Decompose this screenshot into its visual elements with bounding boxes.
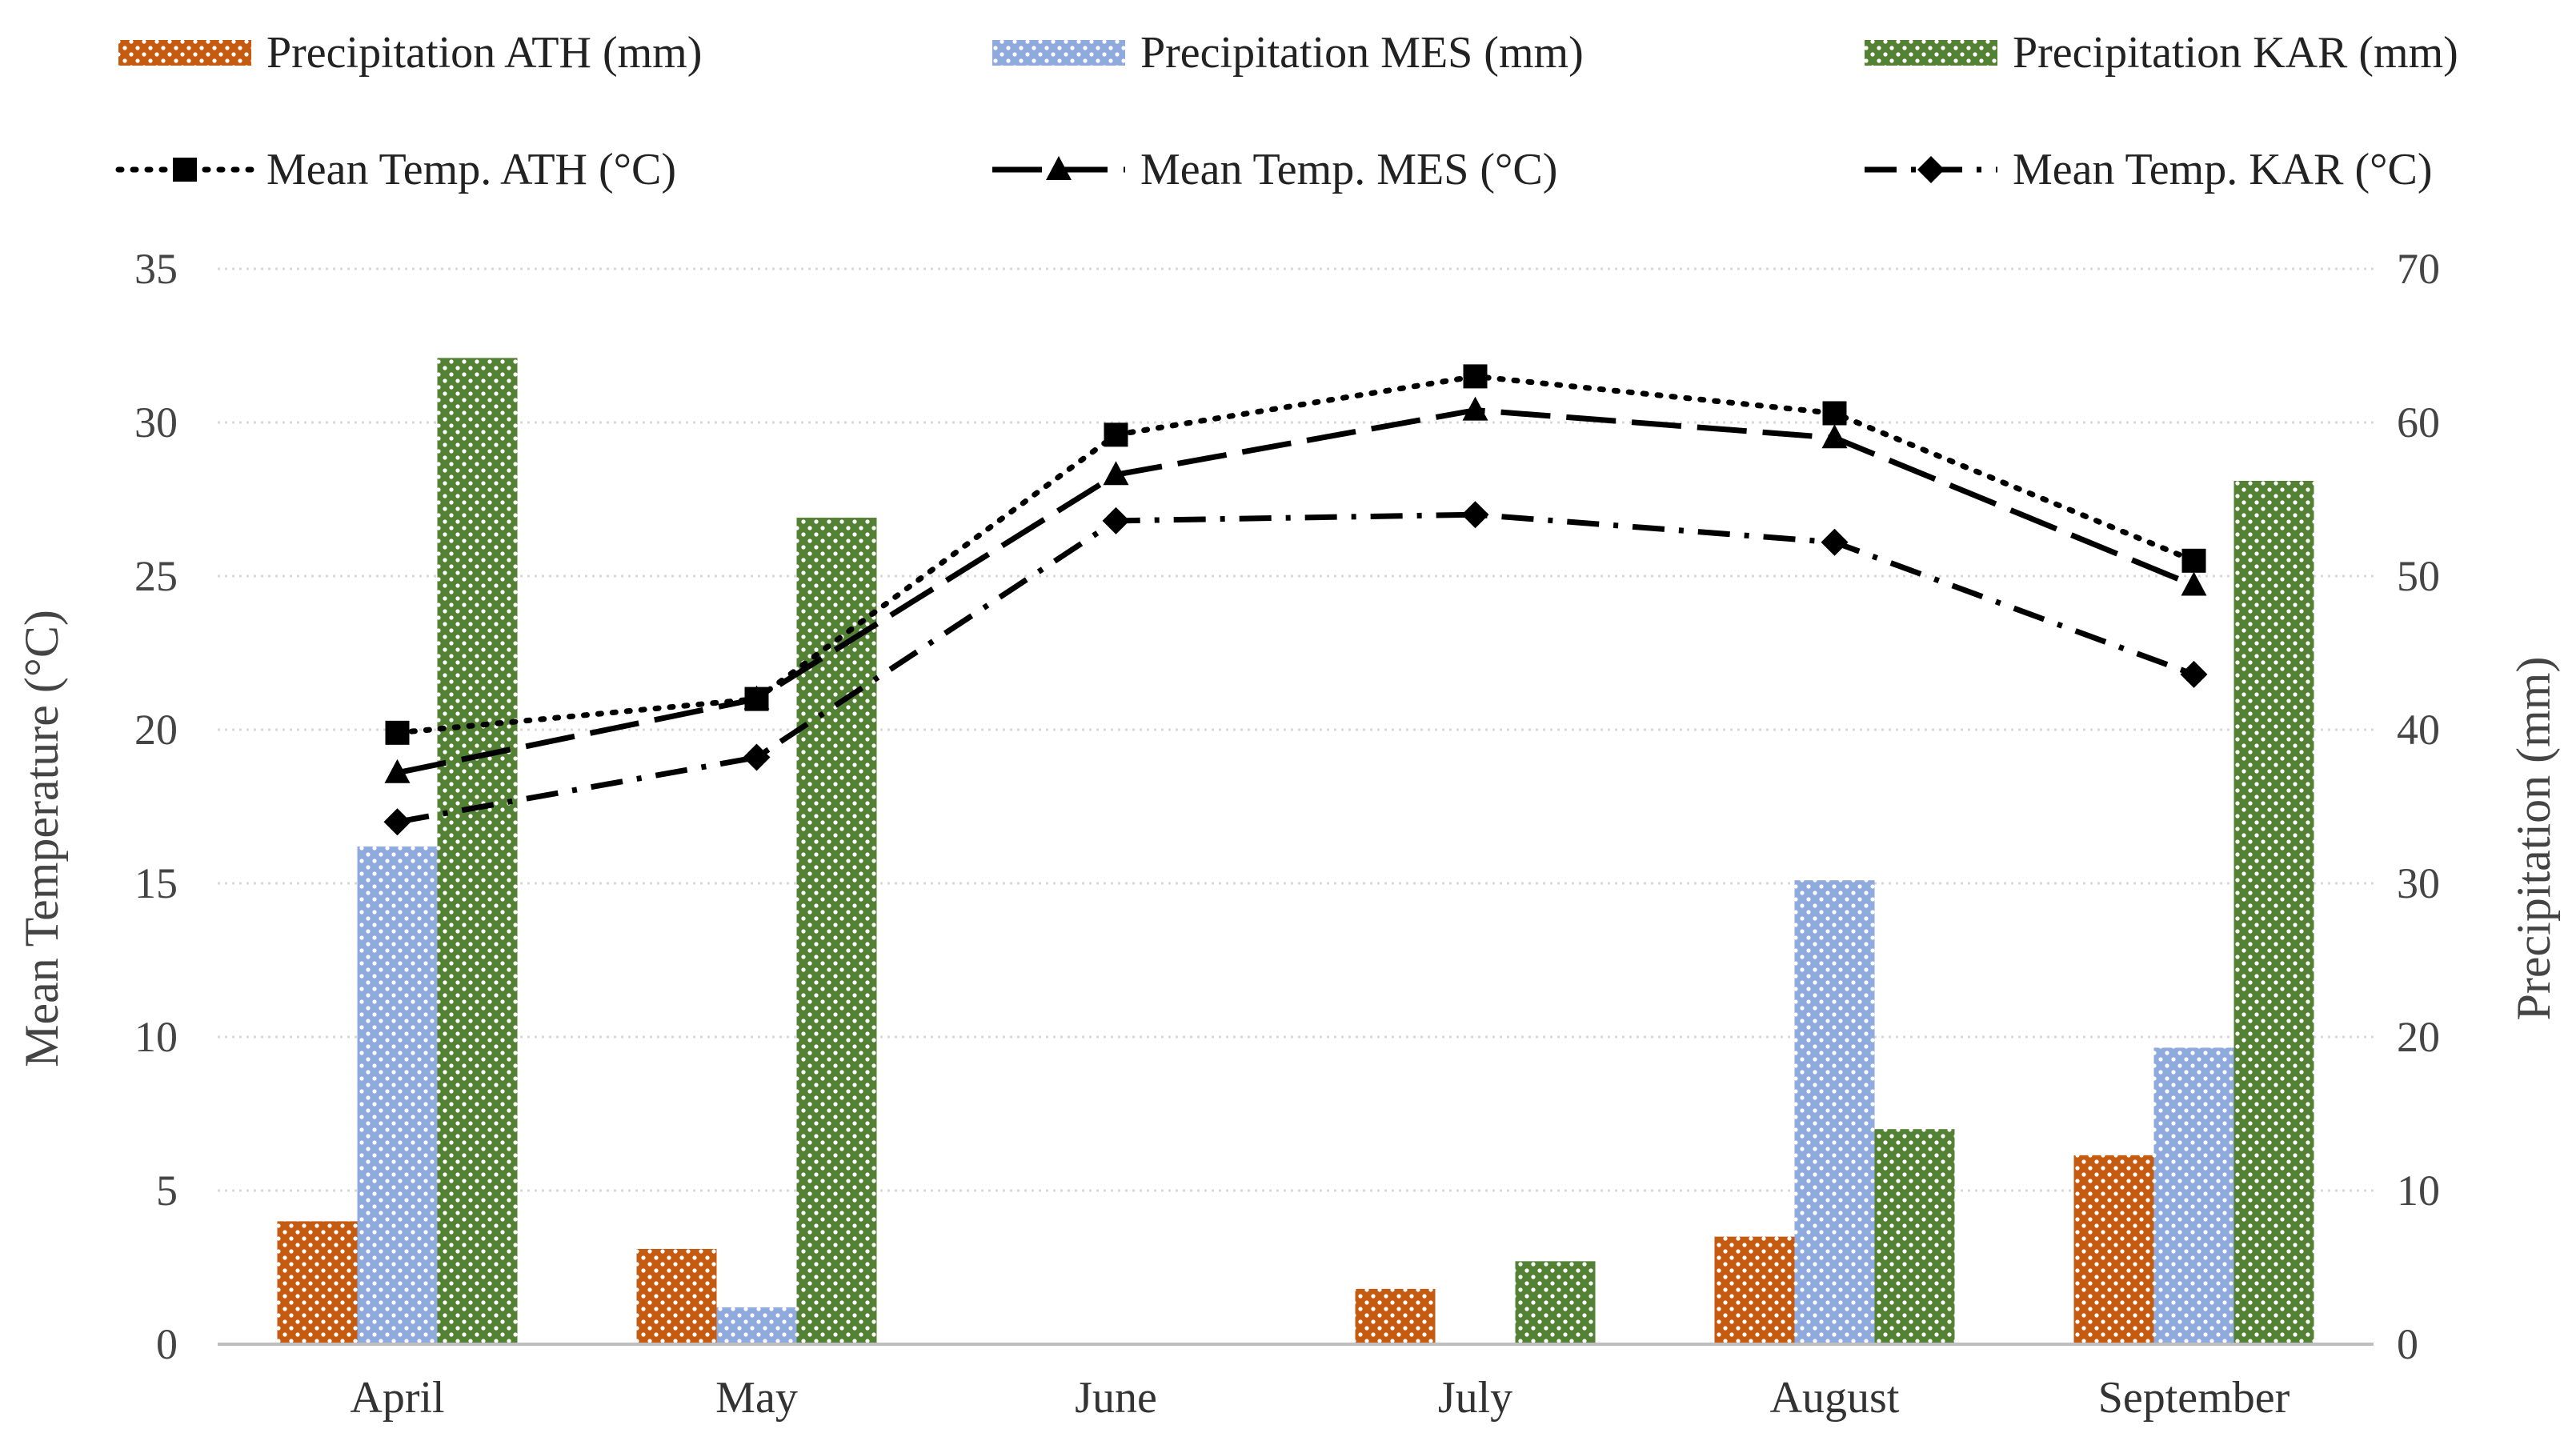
point-mean-temp-mes-c-april xyxy=(384,759,411,783)
y-left-tick-label: 35 xyxy=(134,245,178,293)
point-mean-temp-kar-c-june xyxy=(1102,506,1130,534)
y-left-tick-label: 15 xyxy=(134,859,178,907)
point-mean-temp-kar-c-april xyxy=(383,808,411,836)
bar-precipitation-ath-mm-august xyxy=(1714,1236,1795,1344)
bar-precipitation-ath-mm-july xyxy=(1355,1288,1436,1344)
legend-label-mean-temp-ath-c: Mean Temp. ATH (°C) xyxy=(266,145,676,194)
bar-precipitation-kar-mm-april xyxy=(437,358,518,1344)
legend-swatch-precipitation-ath-mm xyxy=(118,40,251,66)
point-mean-temp-mes-c-august xyxy=(1821,424,1848,449)
y-left-tick-label: 30 xyxy=(134,398,178,446)
point-mean-temp-ath-c-june xyxy=(1104,422,1128,447)
line-mean-temp-ath-c xyxy=(395,373,2197,736)
bar-precipitation-kar-mm-may xyxy=(796,518,877,1344)
point-mean-temp-ath-c-august xyxy=(1822,401,1847,426)
point-mean-temp-mes-c-june xyxy=(1103,461,1129,486)
legend-label-mean-temp-mes-c: Mean Temp. MES (°C) xyxy=(1140,145,1557,194)
y-left-tick-label: 5 xyxy=(156,1167,178,1215)
legend-label-precipitation-mes-mm: Precipitation MES (mm) xyxy=(1140,28,1584,78)
point-mean-temp-ath-c-july xyxy=(1463,364,1488,389)
legend-marker-mean-temp-kar-c xyxy=(1917,156,1945,183)
point-mean-temp-ath-c-april xyxy=(385,720,410,745)
x-tick-label-july: July xyxy=(1438,1373,1512,1423)
gridlines xyxy=(218,267,2374,1192)
x-tick-label-may: May xyxy=(715,1373,798,1423)
y-right-tick-label: 20 xyxy=(2397,1013,2440,1061)
x-tick-label-august: August xyxy=(1770,1373,1900,1423)
line-mean-temp-kar-c xyxy=(396,511,2195,825)
legend-marker-mean-temp-ath-c xyxy=(173,158,197,182)
bars xyxy=(277,358,2314,1345)
lines xyxy=(383,364,2208,836)
y-right-axis-title: Precipitation (mm) xyxy=(2507,657,2560,1021)
y-right-tick-label: 0 xyxy=(2397,1320,2418,1368)
bar-precipitation-mes-mm-april xyxy=(357,846,438,1344)
bar-precipitation-ath-mm-september xyxy=(2073,1155,2154,1344)
x-tick-label-june: June xyxy=(1075,1373,1157,1423)
bar-precipitation-kar-mm-august xyxy=(1874,1129,1955,1344)
point-mean-temp-ath-c-september xyxy=(2181,548,2206,573)
point-mean-temp-mes-c-may xyxy=(743,685,770,710)
point-mean-temp-mes-c-september xyxy=(2181,571,2207,596)
point-mean-temp-kar-c-august xyxy=(1821,528,1849,556)
y-right-tick-label: 40 xyxy=(2397,706,2440,754)
y-right-tick-label: 50 xyxy=(2397,552,2440,600)
bar-precipitation-kar-mm-july xyxy=(1515,1261,1596,1344)
line-mean-temp-mes-c xyxy=(396,407,2195,776)
point-mean-temp-kar-c-may xyxy=(743,743,771,771)
bar-precipitation-mes-mm-august xyxy=(1794,880,1875,1344)
bar-precipitation-mes-mm-september xyxy=(2153,1047,2234,1344)
bar-precipitation-mes-mm-may xyxy=(716,1307,797,1344)
y-left-tick-label: 25 xyxy=(134,552,178,600)
x-tick-label-april: April xyxy=(350,1373,444,1423)
y-left-axis-title: Mean Temperature (°C) xyxy=(15,610,68,1067)
legend-marker-mean-temp-mes-c xyxy=(1046,156,1072,180)
y-right-tick-label: 10 xyxy=(2397,1167,2440,1215)
bar-precipitation-ath-mm-april xyxy=(277,1221,358,1344)
axes: 0 0 5 10 10 20 15 30 20 40 25 50 30 60 35 70 April May Jun… xyxy=(15,245,2560,1423)
y-right-tick-label: 60 xyxy=(2397,398,2440,446)
y-right-tick-label: 70 xyxy=(2397,245,2440,293)
legend-label-mean-temp-kar-c: Mean Temp. KAR (°C) xyxy=(2013,145,2432,194)
legend-swatch-precipitation-kar-mm xyxy=(1865,40,1997,66)
point-mean-temp-kar-c-july xyxy=(1461,501,1489,529)
y-left-tick-label: 0 xyxy=(156,1320,178,1368)
bar-precipitation-kar-mm-september xyxy=(2233,480,2314,1345)
point-mean-temp-mes-c-july xyxy=(1462,396,1488,421)
legend-swatch-precipitation-mes-mm xyxy=(992,40,1125,66)
y-left-tick-label: 20 xyxy=(134,706,178,754)
y-right-tick-label: 30 xyxy=(2397,859,2440,907)
bar-precipitation-ath-mm-may xyxy=(636,1248,717,1344)
legend-label-precipitation-kar-mm: Precipitation KAR (mm) xyxy=(2013,28,2458,78)
legend: Precipitation ATH (mm) Precipitation MES … xyxy=(115,28,2458,194)
y-left-tick-label: 10 xyxy=(134,1013,178,1061)
point-mean-temp-kar-c-september xyxy=(2180,660,2208,688)
x-tick-label-september: September xyxy=(2098,1373,2290,1423)
legend-label-precipitation-ath-mm: Precipitation ATH (mm) xyxy=(266,28,702,78)
